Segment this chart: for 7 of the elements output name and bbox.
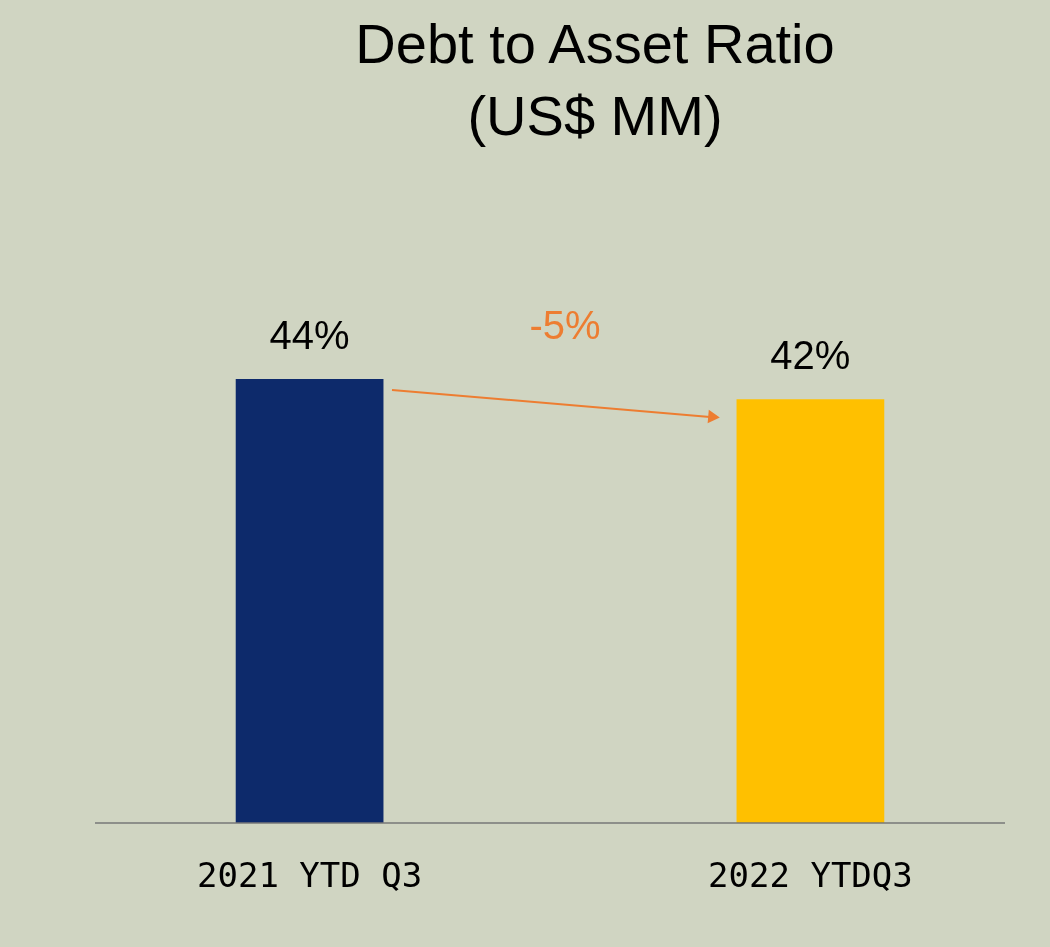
data-label: 42% bbox=[770, 333, 851, 378]
text: Debt to Asset Ratio bbox=[355, 12, 835, 75]
x-tick-label: 2021 YTD Q3 bbox=[197, 854, 423, 895]
x-tick-label: 2022 YTDQ3 bbox=[708, 854, 913, 895]
text: -5% bbox=[529, 303, 601, 347]
data-label: 44% bbox=[269, 313, 350, 357]
text: (US$ MM) bbox=[467, 84, 723, 147]
